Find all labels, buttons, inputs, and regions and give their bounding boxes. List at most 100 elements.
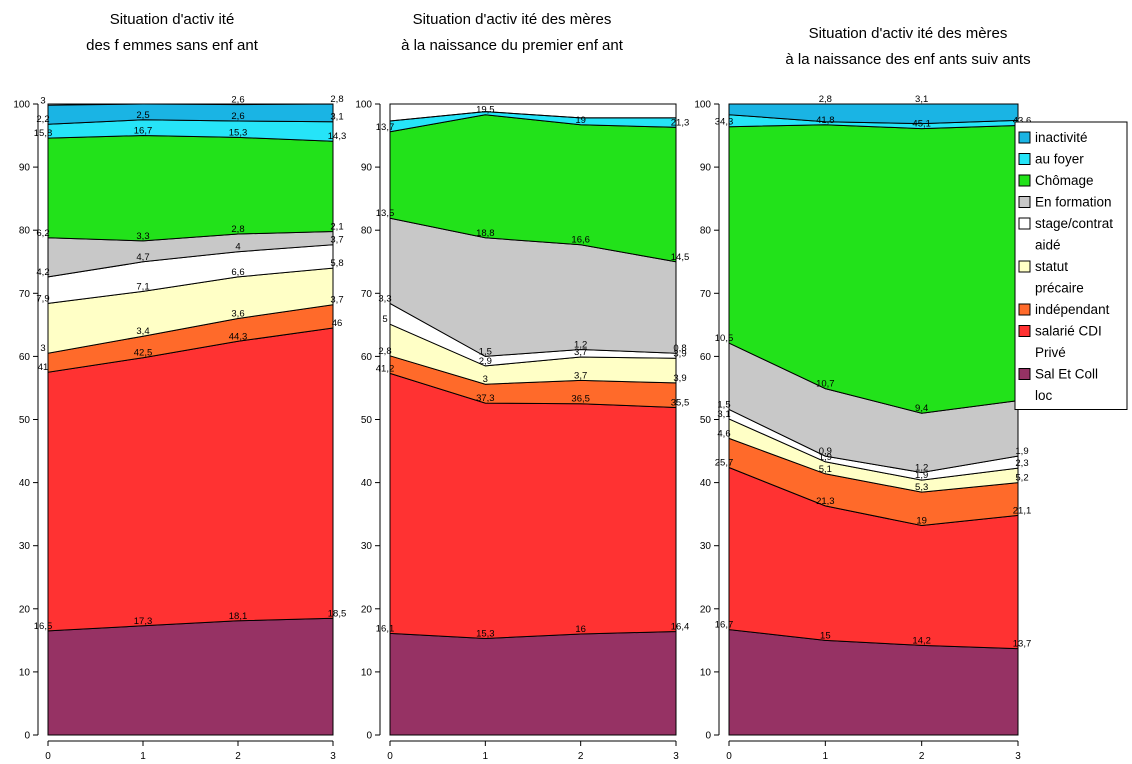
area-inactivite	[389, 111, 676, 122]
data-label: 15,3	[476, 628, 495, 639]
data-label: 2,8	[231, 224, 244, 235]
plot-frame	[389, 103, 677, 736]
x-tick-label: 2	[919, 751, 925, 762]
data-label: 3	[40, 343, 45, 354]
y-tick-label: 10	[361, 667, 373, 678]
data-label: 43,6	[1013, 115, 1032, 126]
y-tick-label: 10	[700, 667, 712, 678]
y-tick-label: 90	[700, 163, 712, 174]
data-label: 34,3	[715, 117, 734, 128]
data-label: 21,3	[816, 496, 835, 507]
data-label: 1,5	[717, 399, 730, 410]
data-label: 16,7	[715, 620, 734, 631]
data-label: 1,9	[915, 470, 928, 481]
data-label: 35,5	[671, 398, 690, 409]
legend-swatch	[1018, 303, 1031, 316]
data-label: 1,9	[1015, 446, 1028, 457]
y-tick-label: 70	[19, 289, 31, 300]
legend-swatch	[1018, 196, 1031, 208]
data-label: 6,2	[36, 228, 49, 239]
data-label: 3,6	[231, 309, 244, 320]
area-salarie-cdi-prive	[389, 372, 677, 640]
y-tick-label: 100	[694, 100, 711, 111]
data-label: 3,9	[673, 373, 686, 384]
data-label: 16,5	[34, 621, 53, 632]
data-label: 18,5	[328, 608, 347, 619]
legend-label: salarié CDI	[1035, 324, 1102, 339]
y-tick-label: 100	[355, 100, 372, 111]
legend-label: précaire	[1035, 281, 1084, 296]
data-label: 4,2	[36, 267, 49, 278]
data-label: 14,2	[912, 635, 931, 646]
data-label: 13,7	[376, 122, 395, 133]
x-tick-label: 3	[673, 751, 679, 762]
data-label: 2,8	[330, 94, 343, 105]
data-label: 16,4	[671, 622, 690, 633]
data-label: 46	[332, 318, 343, 329]
legend-box	[1014, 121, 1128, 410]
legend-label: loc	[1035, 388, 1053, 403]
data-label: 21,3	[671, 117, 690, 128]
data-label: 5,3	[915, 482, 928, 493]
data-label: 19	[916, 516, 927, 527]
data-label: 15,3	[229, 127, 248, 138]
area-sal-et-coll-loc	[389, 630, 677, 736]
y-tick-label: 20	[361, 604, 373, 615]
data-label: 3	[483, 374, 488, 385]
data-label: 1,2	[574, 339, 587, 350]
y-tick-label: 0	[705, 731, 711, 742]
data-label: 1,2	[915, 463, 928, 474]
x-tick-label: 3	[330, 751, 336, 762]
data-label: 4,6	[717, 428, 730, 439]
legend-label: Privé	[1035, 345, 1066, 360]
data-label: 5	[382, 314, 387, 325]
y-tick-label: 10	[19, 667, 31, 678]
data-label: 3,9	[673, 348, 686, 359]
data-label: 2,6	[231, 111, 244, 122]
y-tick-label: 50	[700, 415, 712, 426]
y-tick-label: 20	[19, 604, 31, 615]
area-sal-et-coll-loc	[47, 617, 334, 736]
data-label: 0,9	[819, 446, 832, 457]
data-label: 1,9	[819, 452, 832, 463]
legend-swatch	[1018, 260, 1031, 273]
data-label: 2,5	[136, 110, 149, 121]
x-tick-label: 3	[1015, 751, 1021, 762]
data-label: 45,1	[912, 119, 931, 130]
data-label: 13,5	[376, 208, 395, 219]
data-label: 18,1	[229, 611, 248, 622]
y-tick-label: 90	[19, 163, 31, 174]
data-label: 3,7	[330, 295, 343, 306]
legend-label: Sal Et Coll	[1035, 367, 1098, 382]
data-label: 4,7	[136, 252, 149, 263]
y-tick-label: 40	[361, 478, 373, 489]
data-label: 21,1	[1013, 505, 1032, 516]
y-tick-label: 60	[19, 352, 31, 363]
data-label: 42,5	[134, 348, 153, 359]
data-label: 37,3	[476, 393, 495, 404]
legend-swatch	[1018, 217, 1031, 230]
data-label: 3,1	[330, 112, 343, 123]
data-label: 16,7	[134, 126, 153, 137]
legend-swatch	[1018, 325, 1031, 337]
y-tick-label: 40	[700, 478, 712, 489]
data-label: 7,1	[136, 281, 149, 292]
data-label: 14,3	[328, 131, 347, 142]
data-label: 3,3	[378, 293, 391, 304]
legend-label: Chômage	[1035, 173, 1094, 188]
legend-swatch	[1018, 174, 1031, 187]
data-label: 2,1	[330, 221, 343, 232]
x-tick-label: 1	[483, 751, 489, 762]
y-tick-label: 60	[361, 352, 373, 363]
data-label: 2,6	[231, 95, 244, 106]
data-label: 2,9	[479, 356, 492, 367]
legend: inactivité au foyer Chômage En formation sta…	[1014, 121, 1128, 410]
y-tick-label: 40	[19, 478, 31, 489]
chart-title-line: des f emmes sans enf ant	[86, 37, 259, 54]
data-label: 19	[575, 115, 586, 126]
data-label: 18,8	[476, 228, 495, 239]
legend-label: au foyer	[1035, 152, 1084, 167]
chart-title-line: à la naissance des enf ants suiv ants	[785, 51, 1030, 68]
data-label: 5,2	[1015, 473, 1028, 484]
